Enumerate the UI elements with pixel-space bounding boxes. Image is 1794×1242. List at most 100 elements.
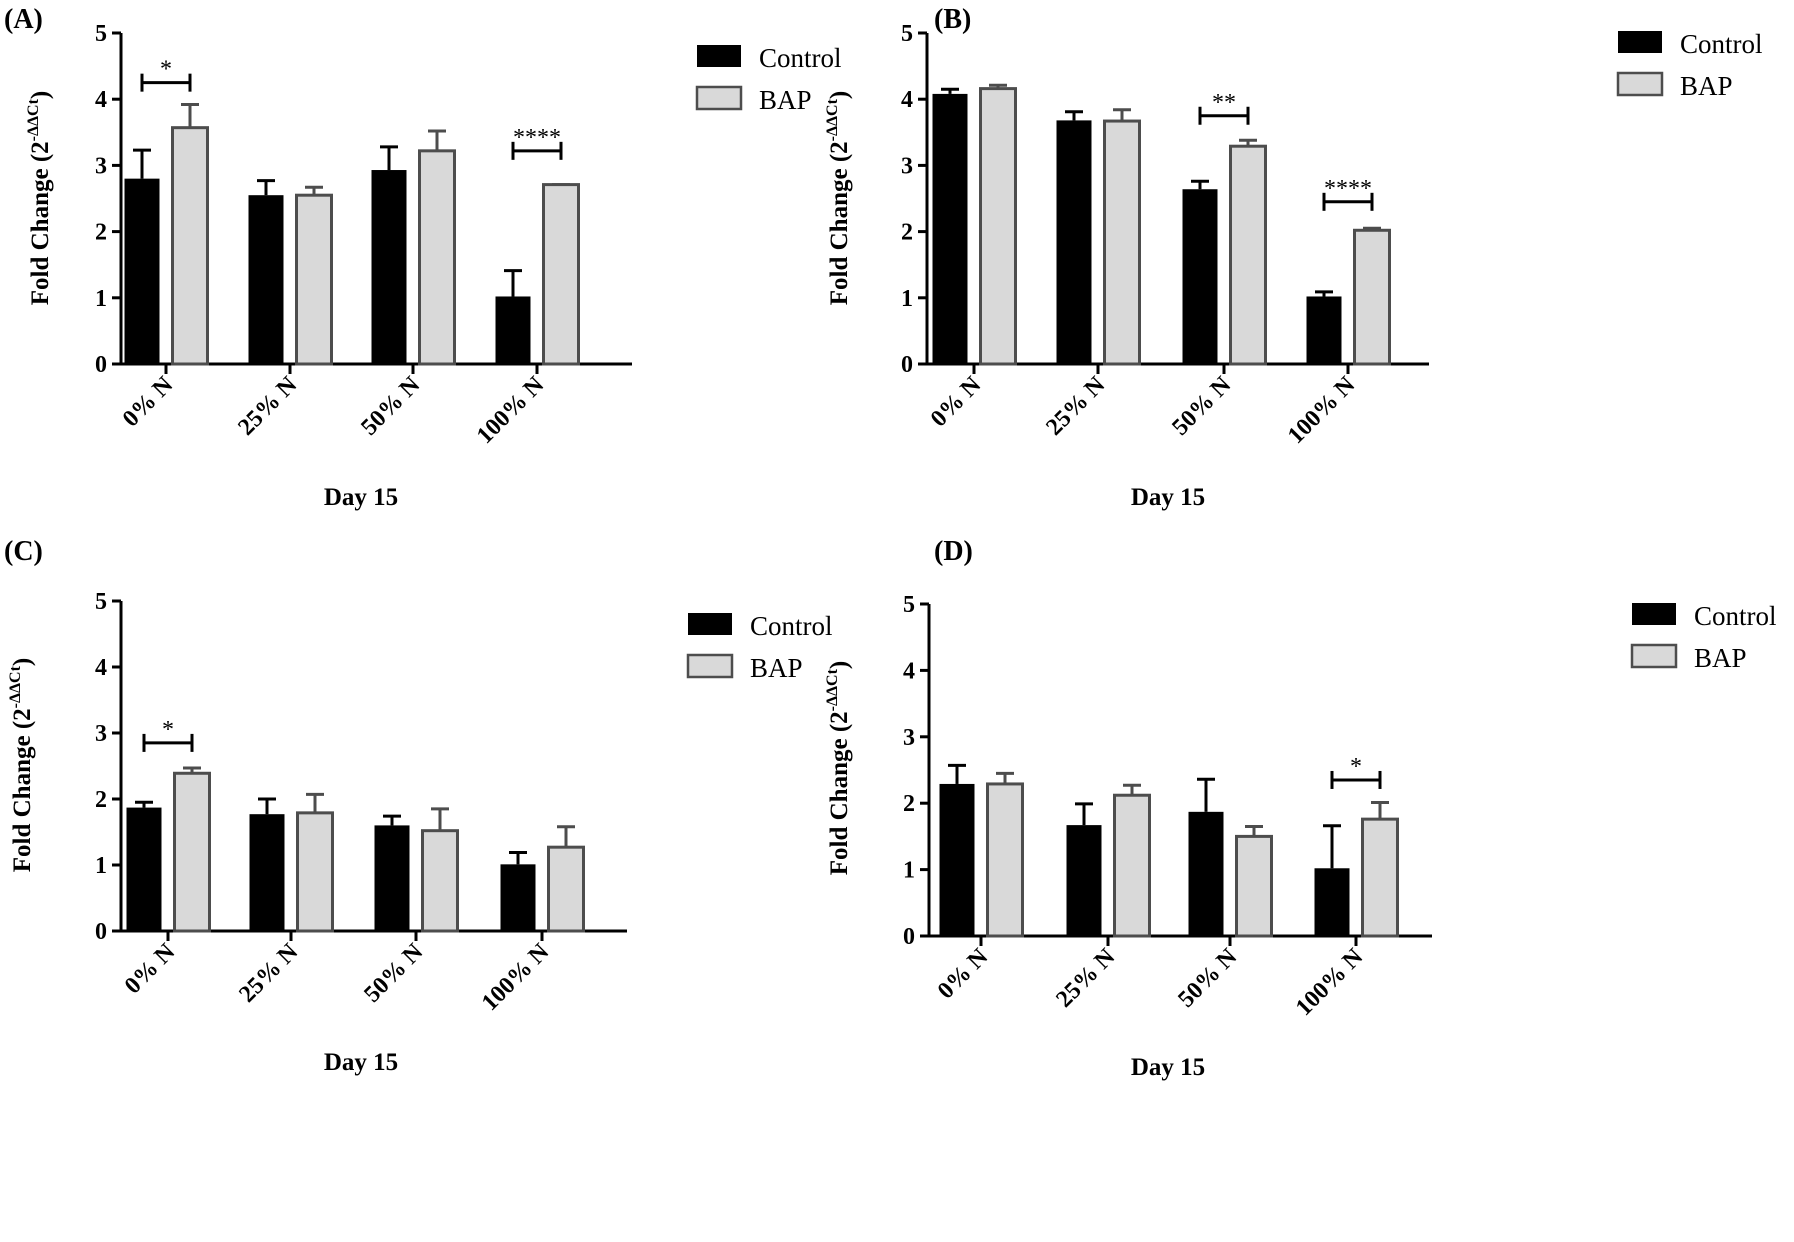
legend-swatch-control (688, 613, 732, 635)
legend-label-bap: BAP (1694, 643, 1747, 673)
y-axis-label-close: ) (826, 91, 853, 99)
y-tick-label: 1 (901, 286, 913, 312)
legend-swatch-control (697, 45, 741, 67)
significance-label: * (160, 57, 172, 83)
legend-swatch-bap (695, 85, 743, 111)
significance-label: * (1350, 754, 1362, 780)
y-tick-label: 3 (903, 725, 915, 751)
significance-label: * (162, 717, 174, 743)
bar-bap (418, 149, 456, 366)
y-tick-label: 2 (903, 791, 915, 817)
bar-control (1188, 811, 1224, 936)
y-axis-label-main: Fold Change (2 (826, 711, 853, 875)
y-axis-label-close: ) (27, 91, 54, 99)
legend-swatch-control (1618, 31, 1662, 53)
bar-control (939, 783, 975, 936)
x-tick-label: 50% N (359, 938, 428, 1007)
legend-label-control: Control (1680, 29, 1763, 59)
y-tick-label: 2 (95, 220, 107, 246)
y-tick-label: 3 (95, 153, 107, 179)
bar-control (1314, 868, 1350, 936)
legend-swatch-bap (686, 653, 734, 679)
bar-bap (542, 183, 580, 366)
legend-label-control: Control (1694, 601, 1777, 631)
y-axis-label-superscript: -ΔΔCt (824, 98, 841, 141)
panel-label: (C) (4, 536, 43, 567)
bar-control (1066, 825, 1102, 936)
bar-control (126, 807, 162, 931)
x-axis-label: Day 15 (1131, 484, 1205, 511)
chart-panel-b: (B) 0 1 2 3 4 5 Fold Change (2-ΔΔCt) Day 15 0% N 2… (824, 4, 1763, 511)
y-tick-label: 2 (95, 787, 107, 813)
y-tick-label: 0 (95, 352, 107, 378)
panel-label: (B) (934, 4, 971, 35)
bar-bap (1103, 119, 1141, 366)
bar-bap (1229, 144, 1267, 366)
bar-control (371, 170, 407, 364)
x-tick-label: 25% N (233, 371, 302, 440)
x-tick-label: 25% N (1041, 371, 1110, 440)
panel-label: (D) (934, 536, 973, 567)
x-tick-label: 50% N (1173, 943, 1242, 1012)
legend-label-control: Control (750, 611, 833, 641)
x-axis-label: Day 15 (1131, 1054, 1205, 1081)
x-tick-label: 0% N (933, 943, 994, 1004)
bar-bap (1113, 793, 1151, 938)
y-tick-label: 1 (95, 286, 107, 312)
y-axis-label-close: ) (9, 658, 36, 666)
y-axis-label-main: Fold Change (2 (27, 141, 54, 305)
x-tick-label: 100% N (1291, 943, 1369, 1021)
chart-panel-c: (C) 0 1 2 3 4 5 Fold Change (2-ΔΔCt) Day 15 0% N 2… (4, 536, 833, 1076)
legend-label-bap: BAP (750, 653, 803, 683)
y-tick-label: 2 (901, 220, 913, 246)
y-axis-label: Fold Change (2-ΔΔCt) (25, 91, 54, 306)
bar-control (1056, 120, 1092, 364)
x-tick-label: 100% N (477, 938, 555, 1016)
x-tick-label: 50% N (1167, 371, 1236, 440)
x-axis-label: Day 15 (324, 1049, 398, 1076)
x-tick-label: 50% N (356, 371, 425, 440)
x-tick-label: 0% N (926, 371, 987, 432)
y-axis-label: Fold Change (2-ΔΔCt) (7, 658, 36, 873)
y-tick-label: 4 (901, 87, 913, 113)
bar-bap (173, 771, 211, 933)
y-axis-label-superscript: -ΔΔCt (824, 668, 841, 711)
bar-control (1182, 189, 1218, 364)
y-tick-label: 5 (95, 589, 107, 615)
bar-control (249, 814, 285, 931)
y-tick-label: 0 (95, 919, 107, 945)
bar-bap (295, 193, 333, 366)
legend-label-control: Control (759, 43, 842, 73)
significance-label: ** (1212, 90, 1236, 116)
bar-bap (171, 126, 209, 366)
bar-control (932, 93, 968, 365)
y-tick-label: 4 (95, 655, 107, 681)
bar-bap (547, 845, 585, 933)
legend-swatch-bap (1616, 71, 1664, 97)
y-axis-label: Fold Change (2-ΔΔCt) (824, 91, 853, 306)
bar-bap (979, 87, 1017, 366)
y-tick-label: 0 (903, 924, 915, 950)
y-axis-label-main: Fold Change (2 (9, 708, 36, 872)
significance-label: **** (1324, 176, 1372, 202)
y-tick-label: 5 (95, 21, 107, 47)
legend-swatch-bap (1630, 643, 1678, 669)
x-axis-label: Day 15 (324, 484, 398, 511)
y-axis-label: Fold Change (2-ΔΔCt) (824, 661, 853, 876)
y-tick-label: 4 (903, 658, 915, 684)
bar-control (495, 296, 531, 364)
y-tick-label: 0 (901, 352, 913, 378)
x-tick-label: 25% N (234, 938, 303, 1007)
x-tick-label: 0% N (118, 371, 179, 432)
y-tick-label: 5 (901, 21, 913, 47)
bar-bap (986, 782, 1024, 938)
bar-bap (1235, 834, 1273, 938)
y-tick-label: 3 (901, 153, 913, 179)
bar-control (500, 864, 536, 931)
bar-bap (421, 829, 459, 933)
y-axis-label-main: Fold Change (2 (826, 141, 853, 305)
bar-bap (1361, 817, 1399, 938)
x-tick-label: 0% N (120, 938, 181, 999)
bar-control (1306, 296, 1342, 364)
